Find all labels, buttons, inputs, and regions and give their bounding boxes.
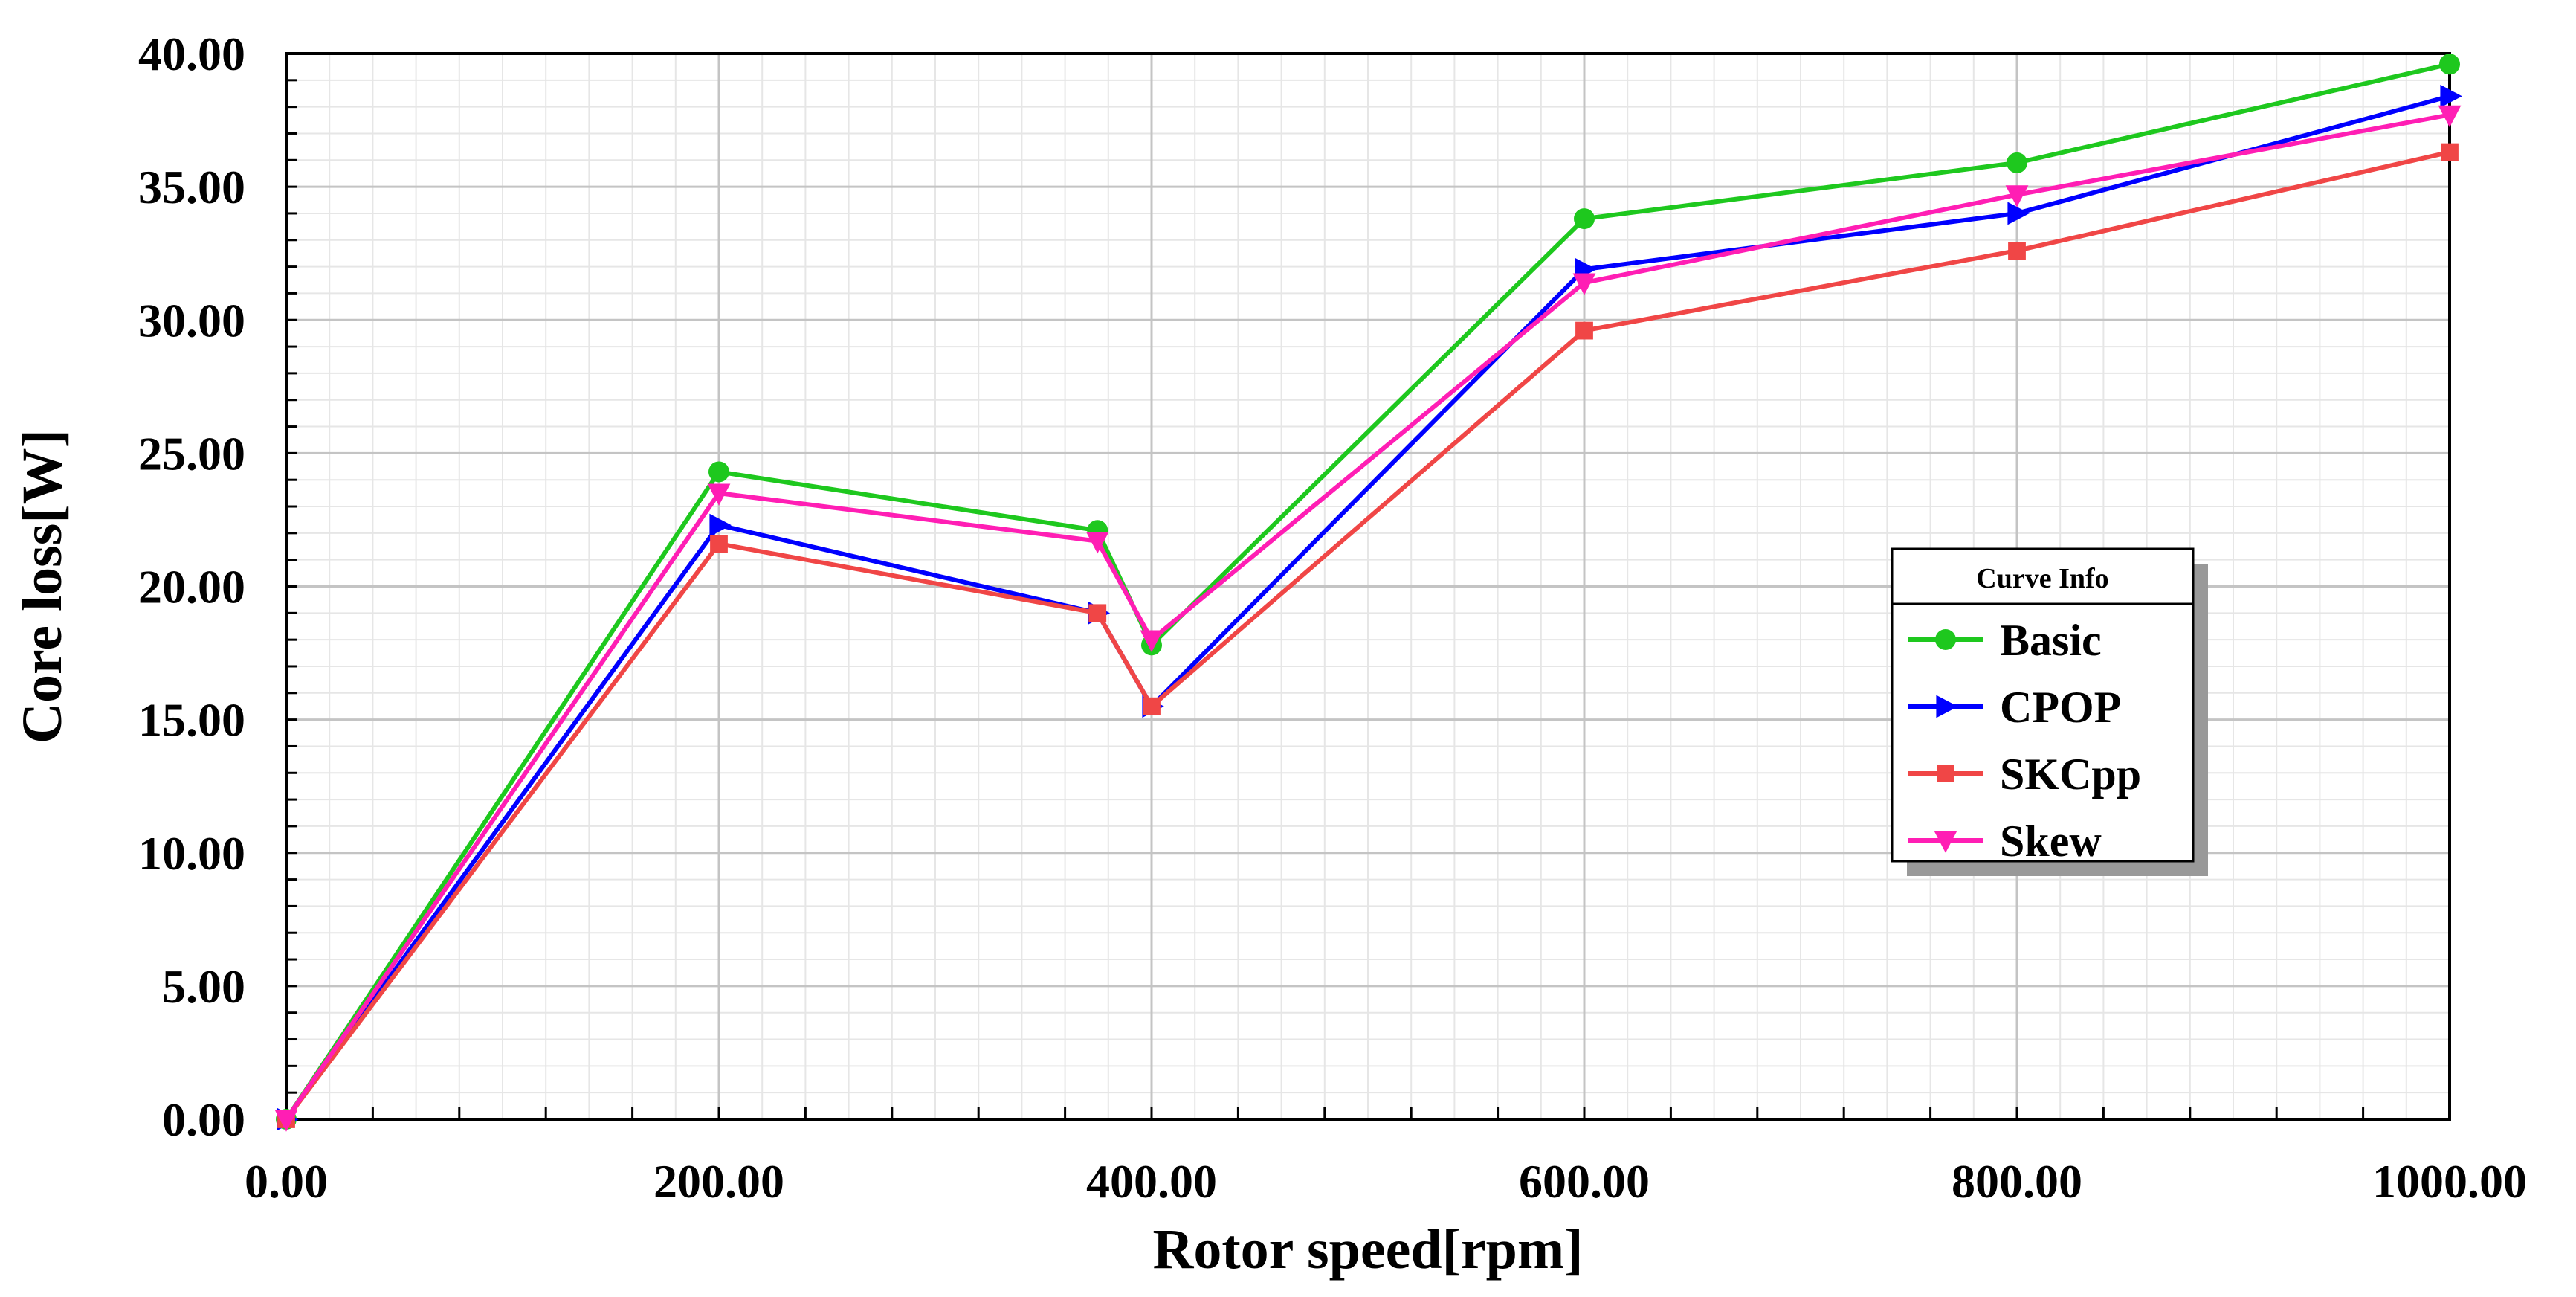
data-point-cpop (709, 513, 732, 537)
legend-items: Basic CPOP SKCpp Skew (1908, 616, 2141, 866)
data-point-cpop (2440, 84, 2462, 108)
legend-item-skew: Skew (1908, 817, 2102, 866)
legend-label-cpop: CPOP (2000, 683, 2121, 732)
legend: Curve Info Basic CPOP SKCpp Skew (1891, 547, 2208, 876)
legend-title: Curve Info (1976, 563, 2108, 594)
legend-item-cpop: CPOP (1908, 683, 2121, 732)
y-tick-label: 20.00 (138, 561, 245, 614)
legend-label-basic: Basic (2000, 616, 2102, 665)
data-point-basic (2007, 152, 2027, 173)
data-point-basic (1574, 208, 1595, 230)
legend-item-skcpp: SKCpp (1908, 750, 2141, 799)
y-tick-label: 15.00 (138, 694, 245, 747)
series-skcpp (277, 143, 2459, 1128)
series-layer (274, 54, 2462, 1132)
legend-item-basic: Basic (1908, 616, 2102, 665)
legend-label-skcpp: SKCpp (2000, 750, 2141, 799)
y-tick-label: 25.00 (138, 427, 245, 480)
y-tick-label: 5.00 (162, 960, 245, 1013)
y-axis-title: Core loss[W] (11, 429, 74, 744)
y-tick-label: 0.00 (162, 1093, 245, 1146)
data-point-skew (2005, 185, 2029, 207)
x-tick-labels: 0.00 200.00 400.00 600.00 800.00 1000.00 (245, 1155, 2527, 1208)
legend-label-skew: Skew (2000, 817, 2102, 866)
legend-swatch-marker-skcpp (1937, 765, 1954, 782)
data-point-skcpp (1143, 697, 1161, 715)
x-axis-title: Rotor speed[rpm] (1152, 1218, 1583, 1281)
data-point-skew (2438, 105, 2462, 128)
data-point-skcpp (710, 535, 728, 553)
y-tick-labels: 0.00 5.00 10.00 15.00 20.00 25.00 30.00 35.00 40… (138, 28, 245, 1146)
series-skew (274, 105, 2462, 1132)
data-point-cpop (2007, 202, 2030, 225)
data-point-skew (1572, 273, 1596, 295)
x-tick-label: 600.00 (1519, 1155, 1650, 1208)
y-tick-label: 10.00 (138, 827, 245, 880)
data-point-skcpp (1575, 321, 1593, 340)
data-point-skcpp (1088, 604, 1107, 622)
data-point-basic (2439, 54, 2460, 75)
data-point-skew (707, 483, 731, 506)
data-point-skew (1140, 630, 1163, 652)
x-tick-label: 400.00 (1086, 1155, 1217, 1208)
y-tick-label: 30.00 (138, 294, 245, 347)
data-point-skew (274, 1110, 298, 1132)
data-point-skcpp (2441, 143, 2459, 161)
x-tick-label: 0.00 (245, 1155, 328, 1208)
data-point-skcpp (2008, 242, 2026, 260)
legend-swatch-marker-cpop (1936, 695, 1958, 718)
x-tick-label: 1000.00 (2372, 1155, 2527, 1208)
data-point-basic (708, 461, 729, 483)
data-point-skew (1085, 531, 1109, 554)
x-tick-label: 800.00 (1952, 1155, 2082, 1208)
legend-swatch-marker-skew (1934, 831, 1957, 853)
y-tick-label: 40.00 (138, 28, 245, 80)
x-tick-label: 200.00 (653, 1155, 784, 1208)
y-tick-label: 35.00 (138, 161, 245, 213)
legend-swatch-marker-basic (1935, 629, 1956, 650)
